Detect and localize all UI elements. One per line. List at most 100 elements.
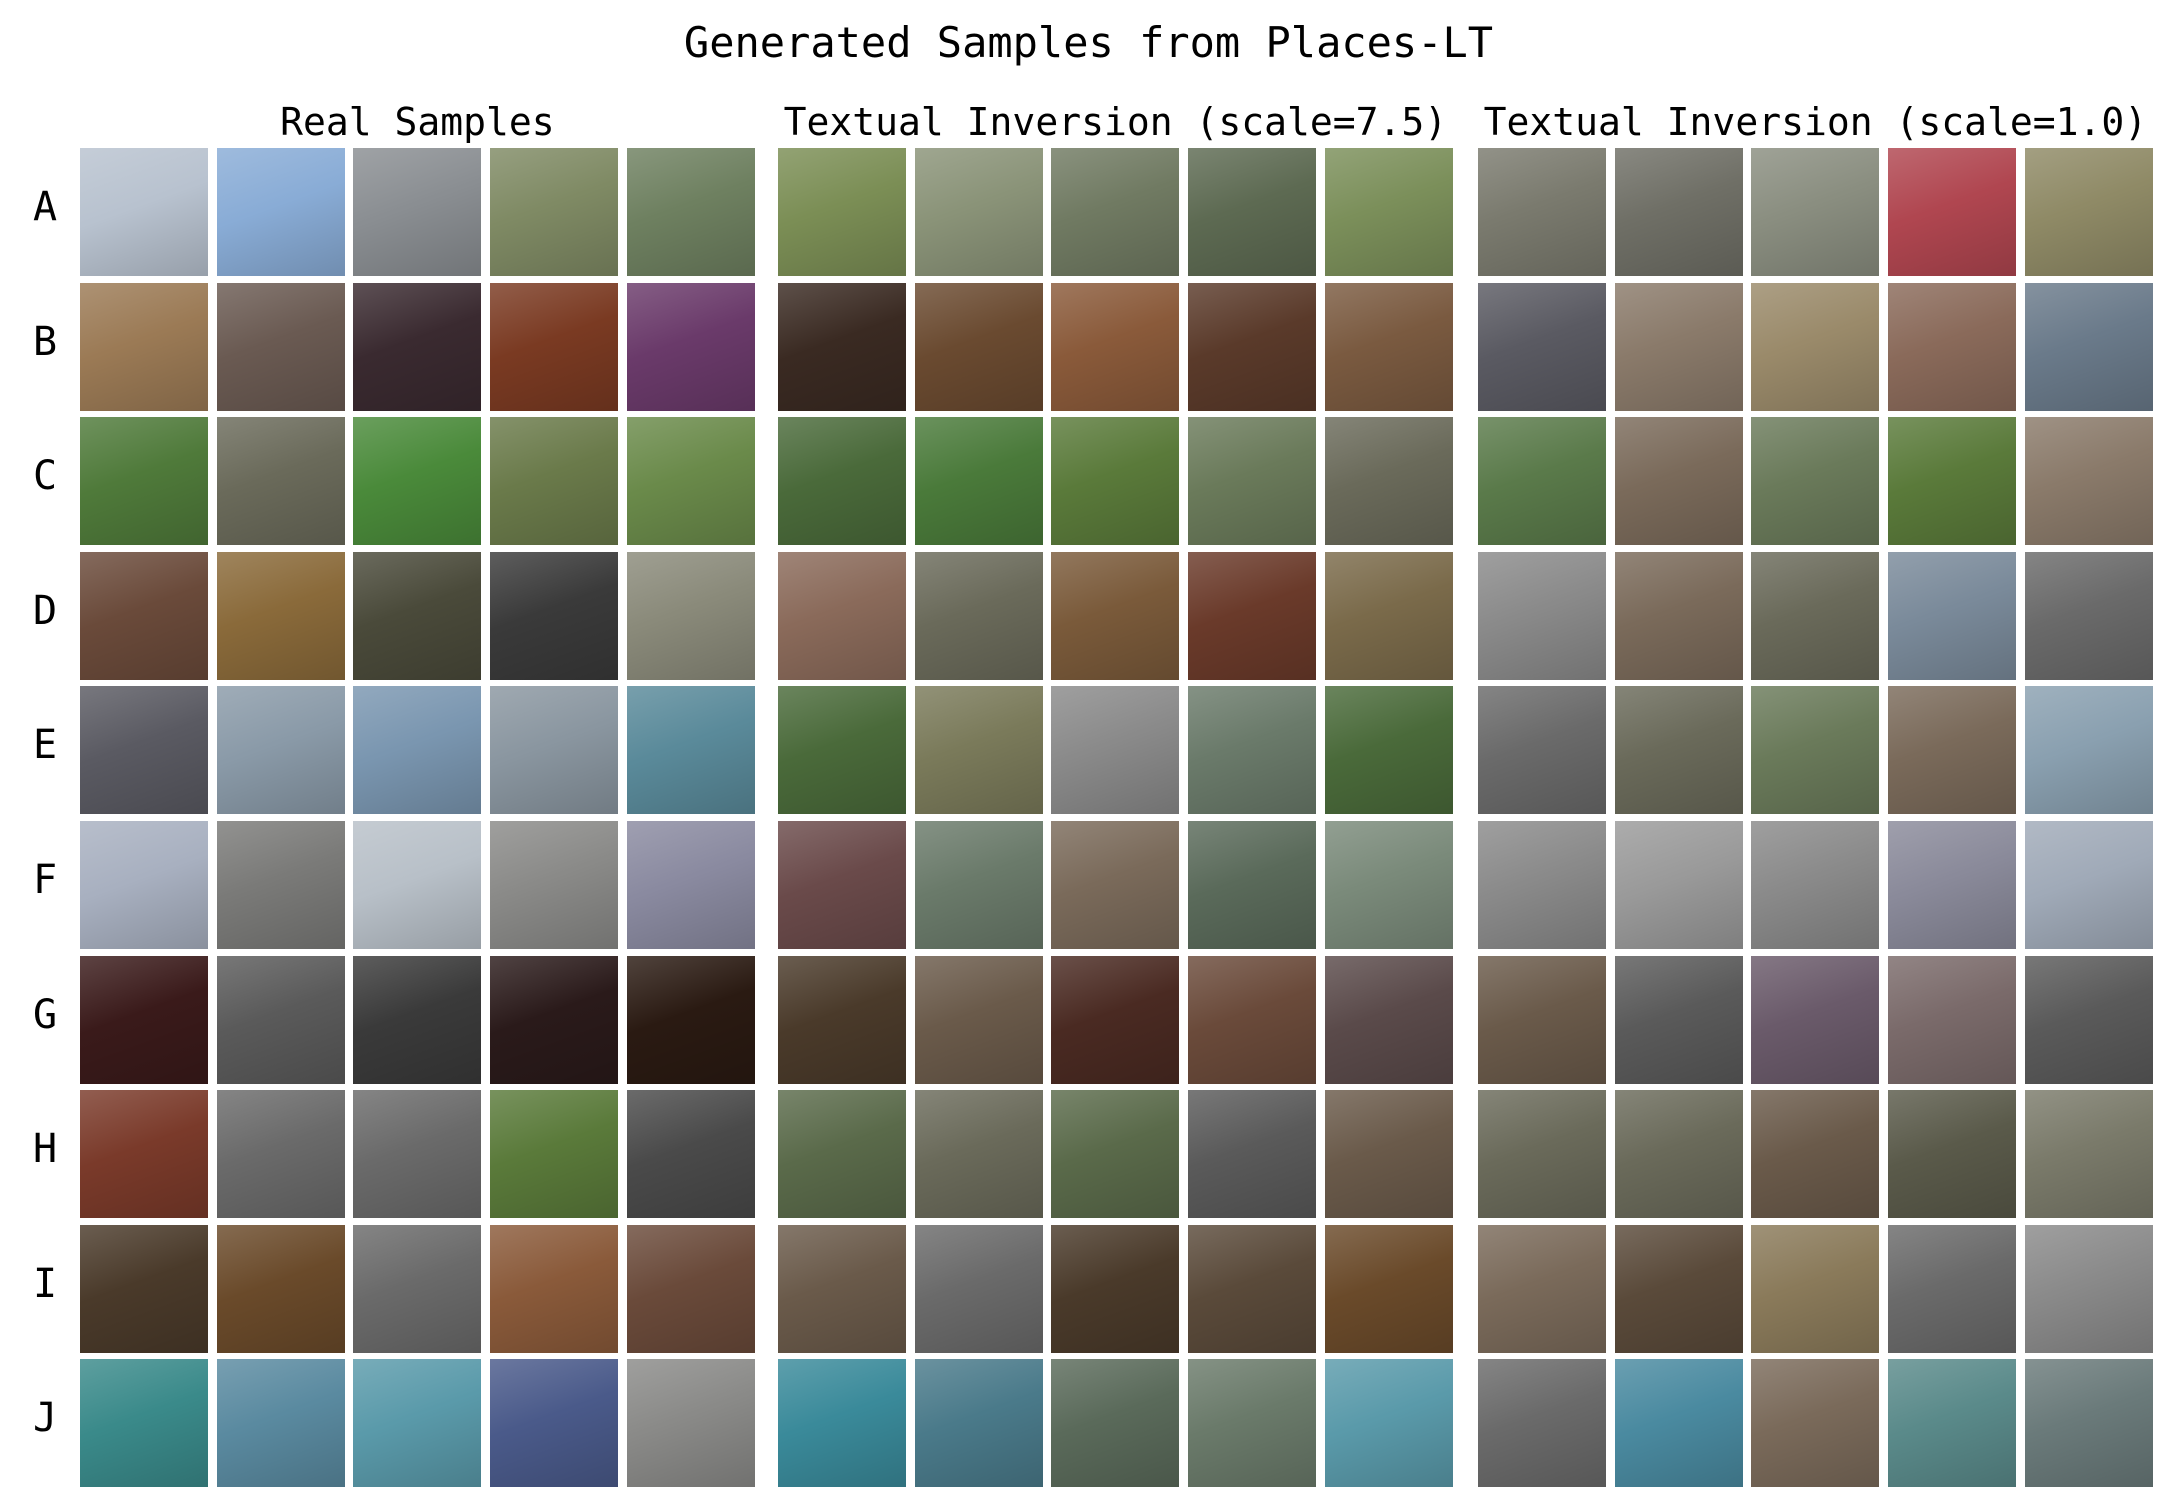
sample-image [778, 552, 906, 680]
sample-image [2025, 148, 2153, 276]
sample-image [80, 956, 208, 1084]
sample-image [1615, 283, 1743, 411]
sample-image [778, 1359, 906, 1487]
sample-image [353, 283, 481, 411]
group-title-textual-inversion-7-5: Textual Inversion (scale=7.5) [778, 100, 1453, 144]
sample-image [217, 1359, 345, 1487]
sample-image [1188, 148, 1316, 276]
sample-image [627, 417, 755, 545]
row-label-j: J [0, 1395, 90, 1441]
sample-image [1478, 417, 1606, 545]
sample-image [2025, 552, 2153, 680]
sample-image [1325, 686, 1453, 814]
sample-image [627, 148, 755, 276]
sample-image [490, 1359, 618, 1487]
sample-image [1751, 1225, 1879, 1353]
sample-image [627, 552, 755, 680]
sample-image [217, 417, 345, 545]
sample-image [353, 552, 481, 680]
sample-image [1751, 821, 1879, 949]
sample-image [1051, 956, 1179, 1084]
sample-image [80, 1225, 208, 1353]
sample-image [1325, 1359, 1453, 1487]
row-label-e: E [0, 722, 90, 768]
sample-image [915, 417, 1043, 545]
sample-image [353, 417, 481, 545]
sample-image [1188, 1225, 1316, 1353]
sample-image [1051, 1359, 1179, 1487]
sample-image [627, 956, 755, 1084]
sample-image [915, 148, 1043, 276]
sample-image [778, 956, 906, 1084]
sample-image [1188, 552, 1316, 680]
sample-image [1188, 283, 1316, 411]
sample-image [1615, 821, 1743, 949]
sample-image [80, 148, 208, 276]
row-label-b: B [0, 319, 90, 365]
sample-image [1051, 1090, 1179, 1218]
sample-image [80, 821, 208, 949]
sample-image [1325, 148, 1453, 276]
sample-image [217, 1090, 345, 1218]
sample-image [80, 1090, 208, 1218]
sample-image [627, 1090, 755, 1218]
row-label-a: A [0, 184, 90, 230]
sample-image [915, 821, 1043, 949]
sample-image [490, 1225, 618, 1353]
sample-image [2025, 1359, 2153, 1487]
sample-image [915, 956, 1043, 1084]
sample-image [627, 686, 755, 814]
sample-image [1051, 552, 1179, 680]
sample-image [1751, 1090, 1879, 1218]
sample-image [217, 552, 345, 680]
sample-image [217, 956, 345, 1084]
sample-image [1751, 956, 1879, 1084]
row-label-c: C [0, 453, 90, 499]
sample-image [217, 1225, 345, 1353]
sample-image [353, 148, 481, 276]
sample-image [353, 1090, 481, 1218]
sample-image [1325, 283, 1453, 411]
sample-image [1888, 1225, 2016, 1353]
sample-image [217, 821, 345, 949]
sample-image [915, 686, 1043, 814]
row-label-g: G [0, 992, 90, 1038]
sample-image [217, 148, 345, 276]
sample-image [80, 1359, 208, 1487]
sample-image [1751, 417, 1879, 545]
sample-image [2025, 1090, 2153, 1218]
sample-image [2025, 956, 2153, 1084]
sample-image [1478, 1359, 1606, 1487]
sample-image [1615, 1225, 1743, 1353]
sample-image [2025, 686, 2153, 814]
sample-image [1325, 1090, 1453, 1218]
sample-image [1188, 686, 1316, 814]
sample-image [1325, 1225, 1453, 1353]
sample-image [627, 821, 755, 949]
sample-image [1188, 1090, 1316, 1218]
sample-image [1888, 552, 2016, 680]
sample-image [1478, 821, 1606, 949]
figure-title: Generated Samples from Places-LT [0, 18, 2177, 67]
sample-image [490, 417, 618, 545]
sample-image [1478, 552, 1606, 680]
sample-image [915, 283, 1043, 411]
sample-image [1478, 686, 1606, 814]
sample-image [353, 821, 481, 949]
sample-image [627, 283, 755, 411]
sample-image [217, 283, 345, 411]
sample-image [1615, 686, 1743, 814]
sample-image [80, 686, 208, 814]
sample-image [627, 1359, 755, 1487]
sample-image [80, 552, 208, 680]
sample-image [1888, 417, 2016, 545]
sample-image [490, 283, 618, 411]
sample-image [80, 283, 208, 411]
group-title-textual-inversion-1-0: Textual Inversion (scale=1.0) [1478, 100, 2153, 144]
sample-image [915, 1225, 1043, 1353]
sample-image [1888, 956, 2016, 1084]
sample-image [1478, 1090, 1606, 1218]
row-label-f: F [0, 857, 90, 903]
sample-image [490, 686, 618, 814]
sample-image [1615, 417, 1743, 545]
